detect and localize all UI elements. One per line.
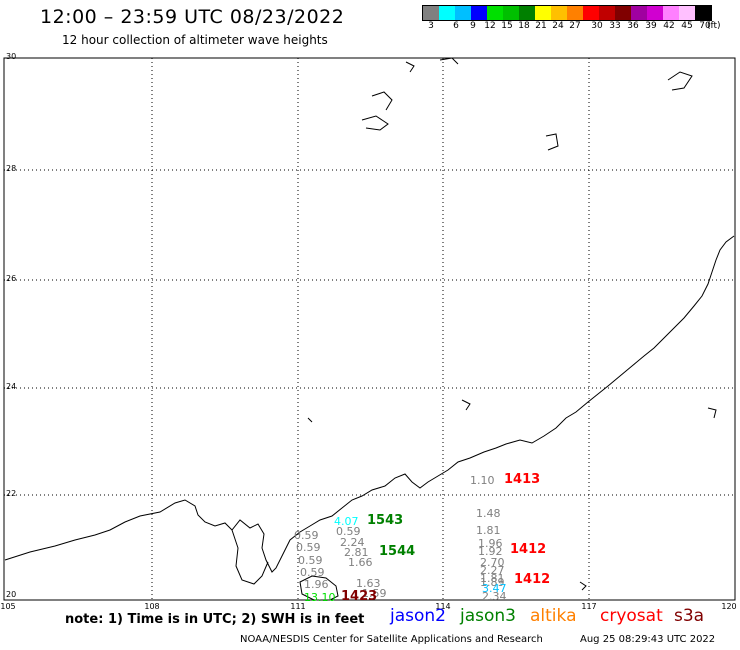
wave-height-value: 1.59 (362, 587, 387, 600)
wave-height-value: 1.81 (480, 572, 505, 585)
wave-height-value: 1.89 (480, 576, 505, 589)
legend-tick: 27 (569, 21, 581, 31)
lon-label: 117 (581, 602, 597, 611)
pass-number-label: 1543 (367, 513, 404, 528)
legend-tick: 39 (645, 21, 657, 31)
legend-swatch (679, 6, 695, 20)
legend-swatch (535, 6, 551, 20)
wave-height-value: 2.34 (482, 590, 507, 603)
wave-height-value: 2.70 (480, 556, 505, 569)
map-title: 12:00 – 23:59 UTC 08/23/2022 (40, 6, 345, 28)
legend-tick: 15 (501, 21, 513, 31)
legend-swatch (455, 6, 471, 20)
wave-height-value: 1.81 (476, 524, 501, 537)
wave-height-value: 0.59 (300, 566, 325, 579)
lat-label: 20 (6, 590, 17, 599)
footnote: note: 1) Time is in UTC; 2) SWH is in fe… (65, 612, 365, 627)
generated-timestamp: Aug 25 08:29:43 UTC 2022 (580, 634, 716, 645)
lon-label: 108 (144, 602, 160, 611)
satellite-legend-cryosat: cryosat (600, 606, 663, 626)
lon-label: 111 (290, 602, 306, 611)
legend-swatch (423, 6, 439, 20)
wave-height-value: 0.59 (296, 541, 321, 554)
legend-swatch (439, 6, 455, 20)
lat-label: 24 (6, 382, 17, 391)
legend-swatch (631, 6, 647, 20)
legend-swatch (647, 6, 663, 20)
legend-swatch (663, 6, 679, 20)
legend-tick: 33 (609, 21, 621, 31)
wave-height-value: 1.96 (478, 537, 503, 550)
legend-swatch (471, 6, 487, 20)
satellite-legend-jason3: jason3 (460, 606, 516, 626)
map-frame (3, 57, 736, 601)
satellite-legend-altika: altika (530, 606, 577, 626)
wave-height-value: 1.48 (476, 507, 501, 520)
wave-height-value: 2.24 (340, 536, 365, 549)
satellite-legend-s3a: s3a (674, 606, 705, 626)
legend-swatch (551, 6, 567, 20)
lat-label: 22 (6, 489, 17, 498)
wave-height-value: 1.66 (348, 556, 373, 569)
coastline-inlet (231, 529, 269, 585)
legend-tick: 18 (518, 21, 530, 31)
legend-swatch (487, 6, 503, 20)
wave-height-value: 0.59 (336, 525, 361, 538)
map-canvas (3, 57, 736, 601)
coastal-islands (307, 57, 717, 591)
wave-height-value: 1.92 (478, 545, 503, 558)
hainan-island (299, 575, 339, 601)
legend-swatch (695, 6, 711, 20)
wave-height-value: 4.07 (334, 515, 359, 528)
wave-height-value: 0.59 (298, 554, 323, 567)
legend-tick: 12 (484, 21, 496, 31)
legend-unit: (ft) (707, 21, 721, 31)
legend-tick: 70 (699, 21, 711, 31)
satellite-legend-jason2: jason2 (390, 606, 446, 626)
legend-swatch (519, 6, 535, 20)
pass-number-label: 1413 (504, 472, 541, 487)
wave-height-value: 3.47 (482, 582, 507, 595)
legend-swatch (503, 6, 519, 20)
pass-number-label: 1412 (510, 542, 547, 557)
pass-number-label: 1544 (379, 544, 416, 559)
legend-swatch (615, 6, 631, 20)
legend-tick: 45 (681, 21, 693, 31)
lon-label: 120 (721, 602, 737, 611)
wave-height-value: 1.10 (470, 474, 495, 487)
wave-height-value: 1.63 (356, 577, 381, 590)
legend-tick: 3 (428, 21, 434, 31)
coastline (4, 235, 735, 573)
credit-line: NOAA/NESDIS Center for Satellite Applica… (240, 634, 543, 645)
pass-number-label: 1423 (341, 589, 378, 604)
legend-tick: 6 (453, 21, 459, 31)
color-scale-legend (422, 5, 712, 21)
legend-tick: 36 (627, 21, 639, 31)
wave-height-value: 2.81 (344, 546, 369, 559)
lon-label: 105 (0, 602, 16, 611)
legend-tick: 24 (552, 21, 564, 31)
legend-tick: 9 (470, 21, 476, 31)
wave-height-value: 1.96 (304, 578, 329, 591)
legend-tick: 30 (591, 21, 603, 31)
legend-swatch (567, 6, 583, 20)
wave-height-value: 13.10 (304, 591, 336, 604)
lat-label: 28 (6, 164, 17, 173)
legend-tick: 42 (663, 21, 675, 31)
pass-number-label: 1412 (514, 572, 551, 587)
legend-swatch (583, 6, 599, 20)
wave-height-value: 2.27 (480, 564, 505, 577)
legend-swatch (599, 6, 615, 20)
wave-height-value: 0.59 (294, 529, 319, 542)
legend-tick: 21 (535, 21, 547, 31)
lon-label: 114 (435, 602, 451, 611)
map-subtitle: 12 hour collection of altimeter wave hei… (62, 33, 328, 47)
lat-label: 26 (6, 274, 17, 283)
lat-label: 30 (6, 52, 17, 61)
